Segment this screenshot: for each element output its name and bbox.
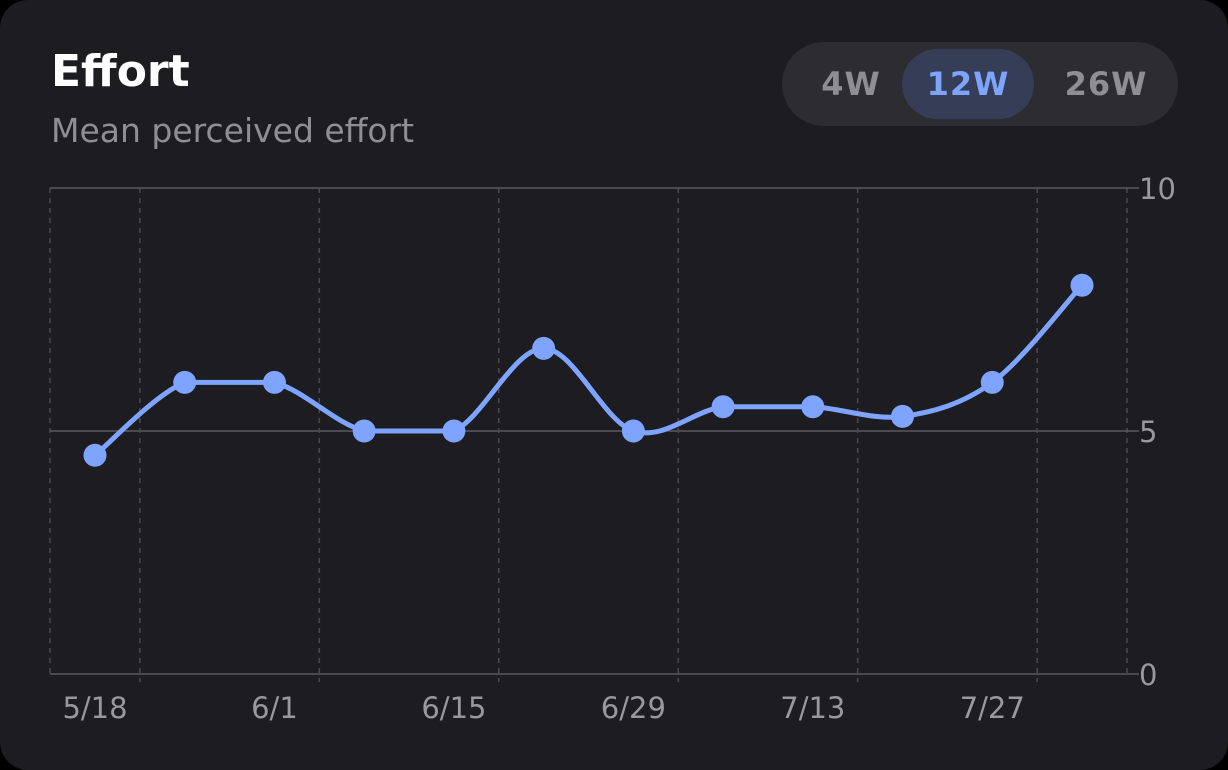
data-point-7	[621, 419, 645, 443]
range-12w-button[interactable]: 12W	[902, 49, 1034, 119]
y-tick-label-5: 5	[1139, 415, 1157, 449]
data-point-1	[83, 443, 107, 467]
x-tick-label: 6/29	[601, 691, 666, 725]
card-subtitle: Mean perceived effort	[51, 111, 415, 150]
data-point-11	[980, 370, 1004, 394]
data-point-10	[891, 404, 915, 428]
data-point-5	[442, 419, 466, 443]
range-26w-button[interactable]: 26W	[1044, 49, 1168, 119]
chart-grid	[49, 187, 1139, 682]
chart-axes: 10 5 0 5/18 6/1 6/15 6/29 7/13 7/27	[62, 172, 1175, 725]
range-selector: 4W 12W 26W	[782, 42, 1178, 126]
data-point-6	[532, 336, 556, 360]
chart-series	[83, 273, 1094, 467]
data-point-12	[1070, 273, 1094, 297]
x-tick-label: 7/13	[780, 691, 845, 725]
x-tick-label: 6/15	[421, 691, 486, 725]
data-point-8	[711, 395, 735, 419]
data-point-2	[173, 370, 197, 394]
x-tick-label: 6/1	[251, 691, 298, 725]
series-line	[92, 282, 1085, 458]
range-4w-button[interactable]: 4W	[792, 49, 910, 119]
y-tick-label-0: 0	[1139, 658, 1157, 692]
y-tick-label-10: 10	[1139, 172, 1176, 206]
x-tick-label: 5/18	[62, 691, 127, 725]
data-point-9	[801, 395, 825, 419]
card-title: Effort	[51, 46, 190, 97]
data-point-3	[262, 370, 286, 394]
x-tick-label: 7/27	[960, 691, 1025, 725]
data-point-4	[352, 419, 376, 443]
